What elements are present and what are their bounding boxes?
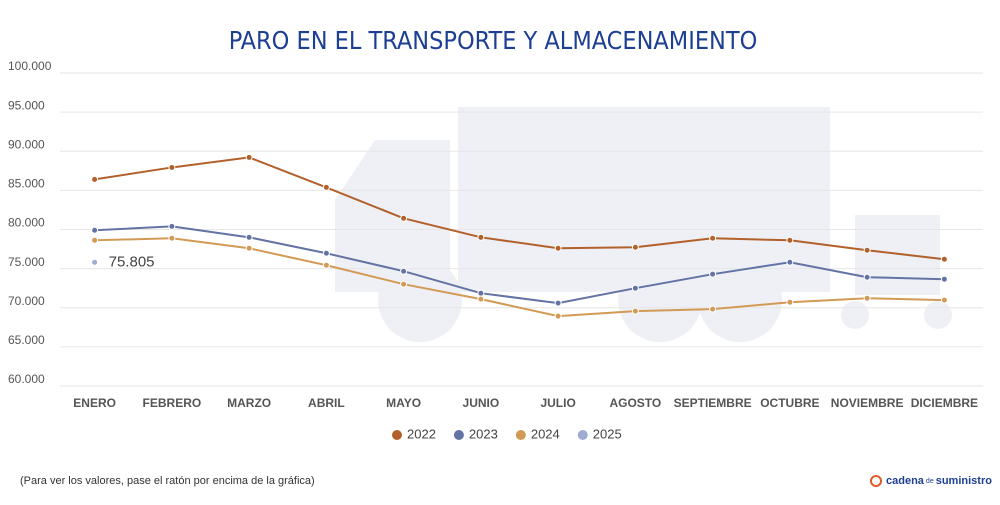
point: [168, 222, 176, 230]
point: [168, 234, 176, 242]
legend-swatch: [515, 430, 526, 440]
point: [786, 236, 794, 244]
y-tick-label: 65.000: [8, 333, 45, 347]
point: [554, 244, 562, 252]
series-line: [94, 156, 945, 261]
data-label: 75.805: [109, 253, 155, 270]
y-tick-label: 100.000: [8, 59, 52, 73]
point: [863, 294, 871, 302]
point: [400, 214, 408, 222]
point: [863, 273, 871, 281]
point: [245, 153, 253, 161]
x-tick-label: SEPTIEMBRE: [674, 396, 752, 410]
brand-a: cadena: [886, 475, 925, 487]
point: [940, 255, 948, 263]
point: [940, 296, 948, 304]
point: [168, 163, 176, 171]
series-line: [94, 225, 945, 305]
point: [631, 284, 639, 292]
point: [245, 233, 253, 241]
brand-b: de: [926, 478, 934, 485]
x-tick-label: OCTUBRE: [760, 396, 819, 410]
point: [554, 299, 562, 307]
x-tick-label: MAYO: [386, 396, 421, 410]
point: [322, 183, 330, 191]
x-tick-label: DICIEMBRE: [911, 396, 978, 410]
point: [400, 267, 408, 275]
point: [863, 246, 871, 254]
point: [709, 305, 717, 313]
point: [91, 258, 99, 266]
legend-swatch: [577, 430, 588, 440]
point: [554, 312, 562, 320]
y-tick-label: 90.000: [8, 137, 45, 151]
y-tick-label: 75.000: [8, 255, 45, 269]
point: [322, 249, 330, 257]
legend-label: 2024: [531, 426, 560, 441]
legend-label: 2023: [469, 426, 498, 441]
x-tick-label: ENERO: [73, 396, 116, 410]
legend-label: 2022: [407, 426, 436, 441]
point: [709, 234, 717, 242]
x-tick-label: NOVIEMBRE: [831, 396, 904, 410]
x-tick-label: AGOSTO: [609, 396, 661, 410]
brand: cadena de suministro: [870, 475, 992, 487]
x-tick-label: FEBRERO: [143, 396, 202, 410]
truck-watermark: [335, 107, 952, 342]
y-tick-label: 60.000: [8, 372, 45, 386]
x-tick-label: ABRIL: [308, 396, 345, 410]
legend-swatch: [392, 430, 402, 440]
point: [477, 295, 485, 303]
y-tick-label: 85.000: [8, 177, 45, 191]
point: [631, 243, 639, 251]
y-tick-label: 80.000: [8, 216, 45, 230]
point: [786, 258, 794, 266]
point: [477, 233, 485, 241]
point: [400, 280, 408, 288]
brand-c: suministro: [936, 475, 993, 487]
chart-title: PARO EN EL TRANSPORTE Y ALMACENAMIENTO: [229, 26, 758, 55]
series-line: [94, 237, 945, 318]
point: [91, 175, 99, 183]
point: [940, 275, 948, 283]
legend-swatch: [453, 430, 464, 440]
x-tick-label: MARZO: [227, 396, 271, 410]
brand-text: cadena de suministro: [886, 475, 992, 487]
x-tick-label: JULIO: [540, 396, 575, 410]
legend-label: 2025: [593, 426, 622, 441]
brand-icon: [870, 475, 882, 487]
point: [245, 244, 253, 252]
y-tick-label: 70.000: [8, 294, 45, 308]
point: [631, 307, 639, 315]
point: [786, 298, 794, 306]
point: [477, 289, 485, 297]
point: [91, 226, 99, 234]
point: [322, 261, 330, 269]
note: (Para ver los valores, pase el ratón por…: [20, 475, 315, 487]
point: [91, 236, 99, 244]
y-tick-label: 95.000: [8, 98, 45, 112]
point: [709, 270, 717, 278]
x-tick-label: JUNIO: [463, 396, 500, 410]
